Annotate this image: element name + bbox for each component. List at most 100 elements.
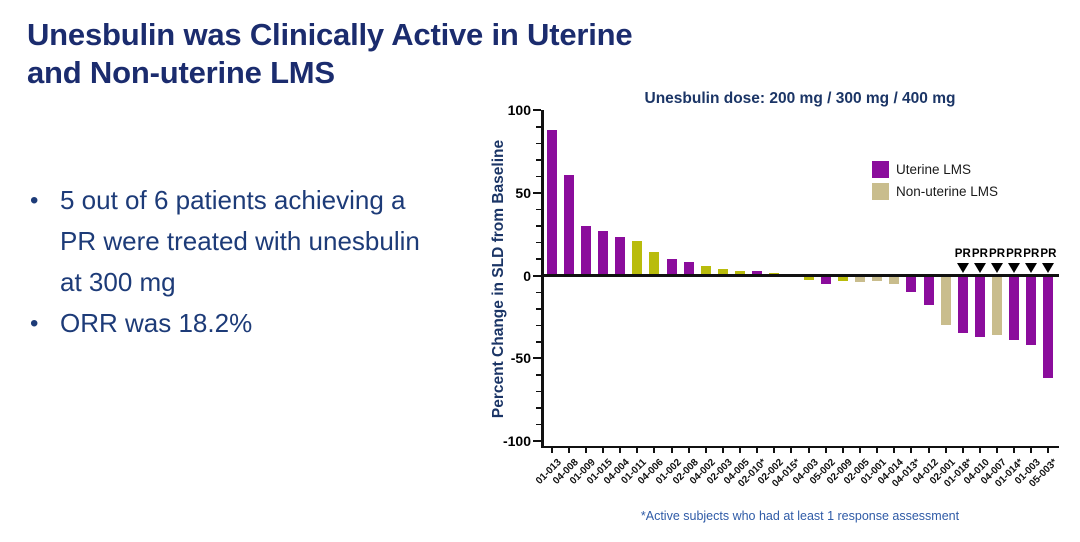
x-tick [1030, 447, 1033, 453]
y-major-tick [533, 440, 541, 442]
bullet-icon: • [30, 187, 39, 214]
y-minor-tick [536, 208, 541, 211]
pr-label: PR [1023, 247, 1040, 260]
bar [872, 275, 883, 282]
bullet-item: • ORR was 18.2% [30, 303, 440, 344]
pr-label: PR [1040, 247, 1057, 260]
bar [597, 230, 608, 276]
bar [854, 275, 865, 283]
slide-title-line-1: Unesbulin was Clinically Active in Uteri… [27, 17, 633, 52]
bar [717, 268, 728, 276]
x-tick [619, 447, 622, 453]
bar [735, 270, 746, 276]
x-tick [1013, 447, 1016, 453]
bar [820, 275, 831, 284]
x-tick [550, 447, 553, 453]
y-tick-label: 0 [523, 267, 531, 284]
pr-label: PR [989, 247, 1006, 260]
bullet-text: 5 out of 6 patients achieving a PR were … [60, 185, 420, 297]
legend-swatch-icon [872, 161, 889, 178]
pr-arrow-icon [1025, 262, 1038, 273]
bar [1026, 275, 1037, 345]
y-minor-tick [536, 341, 541, 343]
y-minor-tick [536, 159, 541, 161]
bar [974, 275, 985, 337]
y-minor-tick [536, 175, 541, 178]
x-tick [567, 447, 570, 453]
bullet-text: ORR was 18.2% [60, 308, 253, 338]
slide-title-line-2: and Non-uterine LMS [27, 54, 335, 90]
x-tick [876, 447, 879, 453]
legend-item: Non-uterine LMS [872, 183, 998, 200]
x-tick [996, 447, 999, 453]
y-major-tick [533, 191, 541, 194]
bar [889, 275, 900, 284]
x-axis-spine [541, 445, 1059, 448]
y-major-tick [533, 109, 541, 111]
y-minor-tick [536, 423, 541, 426]
pr-arrow-icon [973, 262, 986, 273]
y-minor-tick [536, 142, 541, 145]
x-tick [790, 447, 793, 453]
y-minor-tick [536, 308, 541, 310]
slide-title: Unesbulin was Clinically Active in Uteri… [27, 16, 633, 92]
y-minor-tick [536, 225, 541, 227]
y-tick-label: 100 [507, 102, 531, 118]
pr-arrow-icon [1008, 262, 1021, 273]
pr-arrow-icon [1042, 262, 1055, 273]
zero-baseline [543, 274, 1059, 277]
y-major-tick [533, 274, 541, 277]
x-tick [807, 447, 810, 453]
x-tick [893, 447, 896, 453]
y-minor-tick [536, 241, 541, 244]
x-tick [601, 447, 604, 453]
bar [923, 275, 934, 306]
bar [580, 225, 591, 276]
x-tick [927, 447, 930, 453]
x-tick [584, 447, 587, 453]
x-tick [773, 447, 776, 453]
x-tick [944, 447, 947, 453]
x-tick [704, 447, 707, 453]
bar [563, 174, 574, 276]
bar [700, 265, 711, 276]
legend-label: Uterine LMS [896, 162, 972, 177]
bar [837, 275, 848, 282]
y-tick-label: -50 [510, 350, 531, 367]
bar [940, 275, 951, 326]
bar [957, 275, 968, 334]
bullet-item: • 5 out of 6 patients achieving a PR wer… [30, 180, 440, 303]
y-minor-tick [536, 407, 541, 409]
y-tick-label: 50 [515, 184, 531, 201]
x-tick [636, 447, 639, 453]
chart-legend: Uterine LMS Non-uterine LMS [872, 161, 998, 205]
x-tick [653, 447, 656, 453]
bar [683, 262, 694, 276]
pr-label: PR [971, 247, 988, 260]
bar [1043, 275, 1054, 379]
bullet-icon: • [30, 310, 39, 337]
x-tick [978, 447, 981, 453]
bar [906, 275, 917, 293]
chart-footnote: *Active subjects who had at least 1 resp… [640, 509, 960, 523]
bar [1009, 275, 1020, 341]
x-tick [961, 447, 964, 453]
y-minor-tick [536, 258, 541, 260]
bar [649, 252, 660, 276]
pr-arrow-icon [956, 262, 969, 273]
x-tick [687, 447, 690, 453]
y-axis-spine [541, 110, 544, 448]
x-tick [721, 447, 724, 453]
bar [666, 258, 677, 276]
y-tick-label: -100 [502, 433, 531, 449]
x-tick [910, 447, 913, 453]
x-tick [739, 447, 742, 453]
y-minor-tick [536, 374, 541, 376]
bar [632, 240, 643, 276]
bar [615, 237, 626, 276]
x-tick [1047, 447, 1050, 453]
pr-label: PR [954, 247, 971, 260]
pr-label: PR [1006, 247, 1023, 260]
bar [546, 129, 557, 276]
x-tick [824, 447, 827, 453]
